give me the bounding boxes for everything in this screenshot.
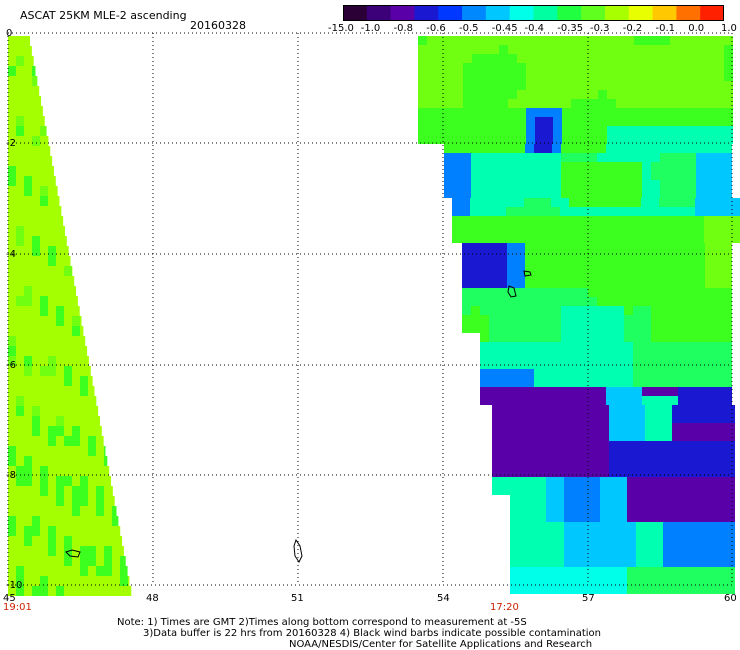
product-date: 20160328 (190, 19, 246, 32)
color-swatch (438, 5, 463, 21)
color-swatch (604, 5, 630, 21)
color-scale-label: 1.0 (721, 23, 737, 34)
color-swatch (366, 5, 392, 21)
lat-label-10: -10 (6, 580, 23, 591)
color-swatch (700, 5, 724, 21)
lon-label-51: 51 (291, 593, 304, 604)
color-swatch (390, 5, 416, 21)
color-swatch (414, 5, 439, 21)
lat-label-8: -8 (6, 470, 16, 481)
color-scale-label: -0.35 (557, 23, 584, 34)
lon-label-48: 48 (146, 593, 159, 604)
lat-lon-grid (7, 32, 733, 586)
color-swatch (485, 5, 511, 21)
color-scale-bar (343, 5, 724, 21)
color-swatch (462, 5, 487, 21)
lat-label-4: -4 (6, 249, 16, 260)
color-swatch (652, 5, 677, 21)
color-swatch (343, 5, 368, 21)
time-label-right: 17:20 (490, 602, 519, 613)
color-swatch (533, 5, 558, 21)
coastlines (65, 270, 532, 563)
color-swatch (509, 5, 535, 21)
lon-label-60: 60 (724, 593, 737, 604)
island-coastline (507, 285, 517, 298)
color-scale-label: -0.3 (590, 23, 610, 34)
note-line-2: 3)Data buffer is 22 hrs from 20160328 4)… (143, 628, 601, 639)
color-scale-label: -0.5 (459, 23, 479, 34)
island-coastline (523, 270, 532, 277)
lon-label-57: 57 (582, 593, 595, 604)
lon-label-45: 45 (3, 593, 16, 604)
lat-label-6: -6 (6, 360, 16, 371)
color-scale-label: -1.0 (360, 23, 381, 34)
island-coastline (293, 538, 303, 563)
color-scale-label: -0.6 (426, 23, 446, 34)
color-scale-label: 0.0 (688, 23, 705, 34)
island-coastline (65, 549, 81, 558)
lat-label-0: 0 (6, 28, 13, 39)
color-scale-label: -0.45 (491, 23, 518, 34)
product-title: ASCAT 25KM MLE-2 ascending (20, 9, 187, 22)
color-swatch (581, 5, 606, 21)
color-swatch (628, 5, 654, 21)
time-label-left: 19:01 (3, 602, 32, 613)
data-swaths (8, 36, 740, 596)
note-line-1: Note: 1) Times are GMT 2)Times along bot… (117, 617, 527, 628)
lat-label-2: -2 (6, 138, 16, 149)
color-scale-label: -0.1 (655, 23, 676, 34)
color-swatch (676, 5, 701, 21)
color-swatch (557, 5, 582, 21)
color-scale-label: -15.0 (328, 23, 354, 34)
color-scale-label: -0.8 (393, 23, 414, 34)
lon-label-54: 54 (437, 593, 450, 604)
note-line-3: NOAA/NESDIS/Center for Satellite Applica… (289, 639, 593, 650)
color-scale-label: -0.4 (524, 23, 545, 34)
color-scale-label: -0.2 (622, 23, 643, 34)
